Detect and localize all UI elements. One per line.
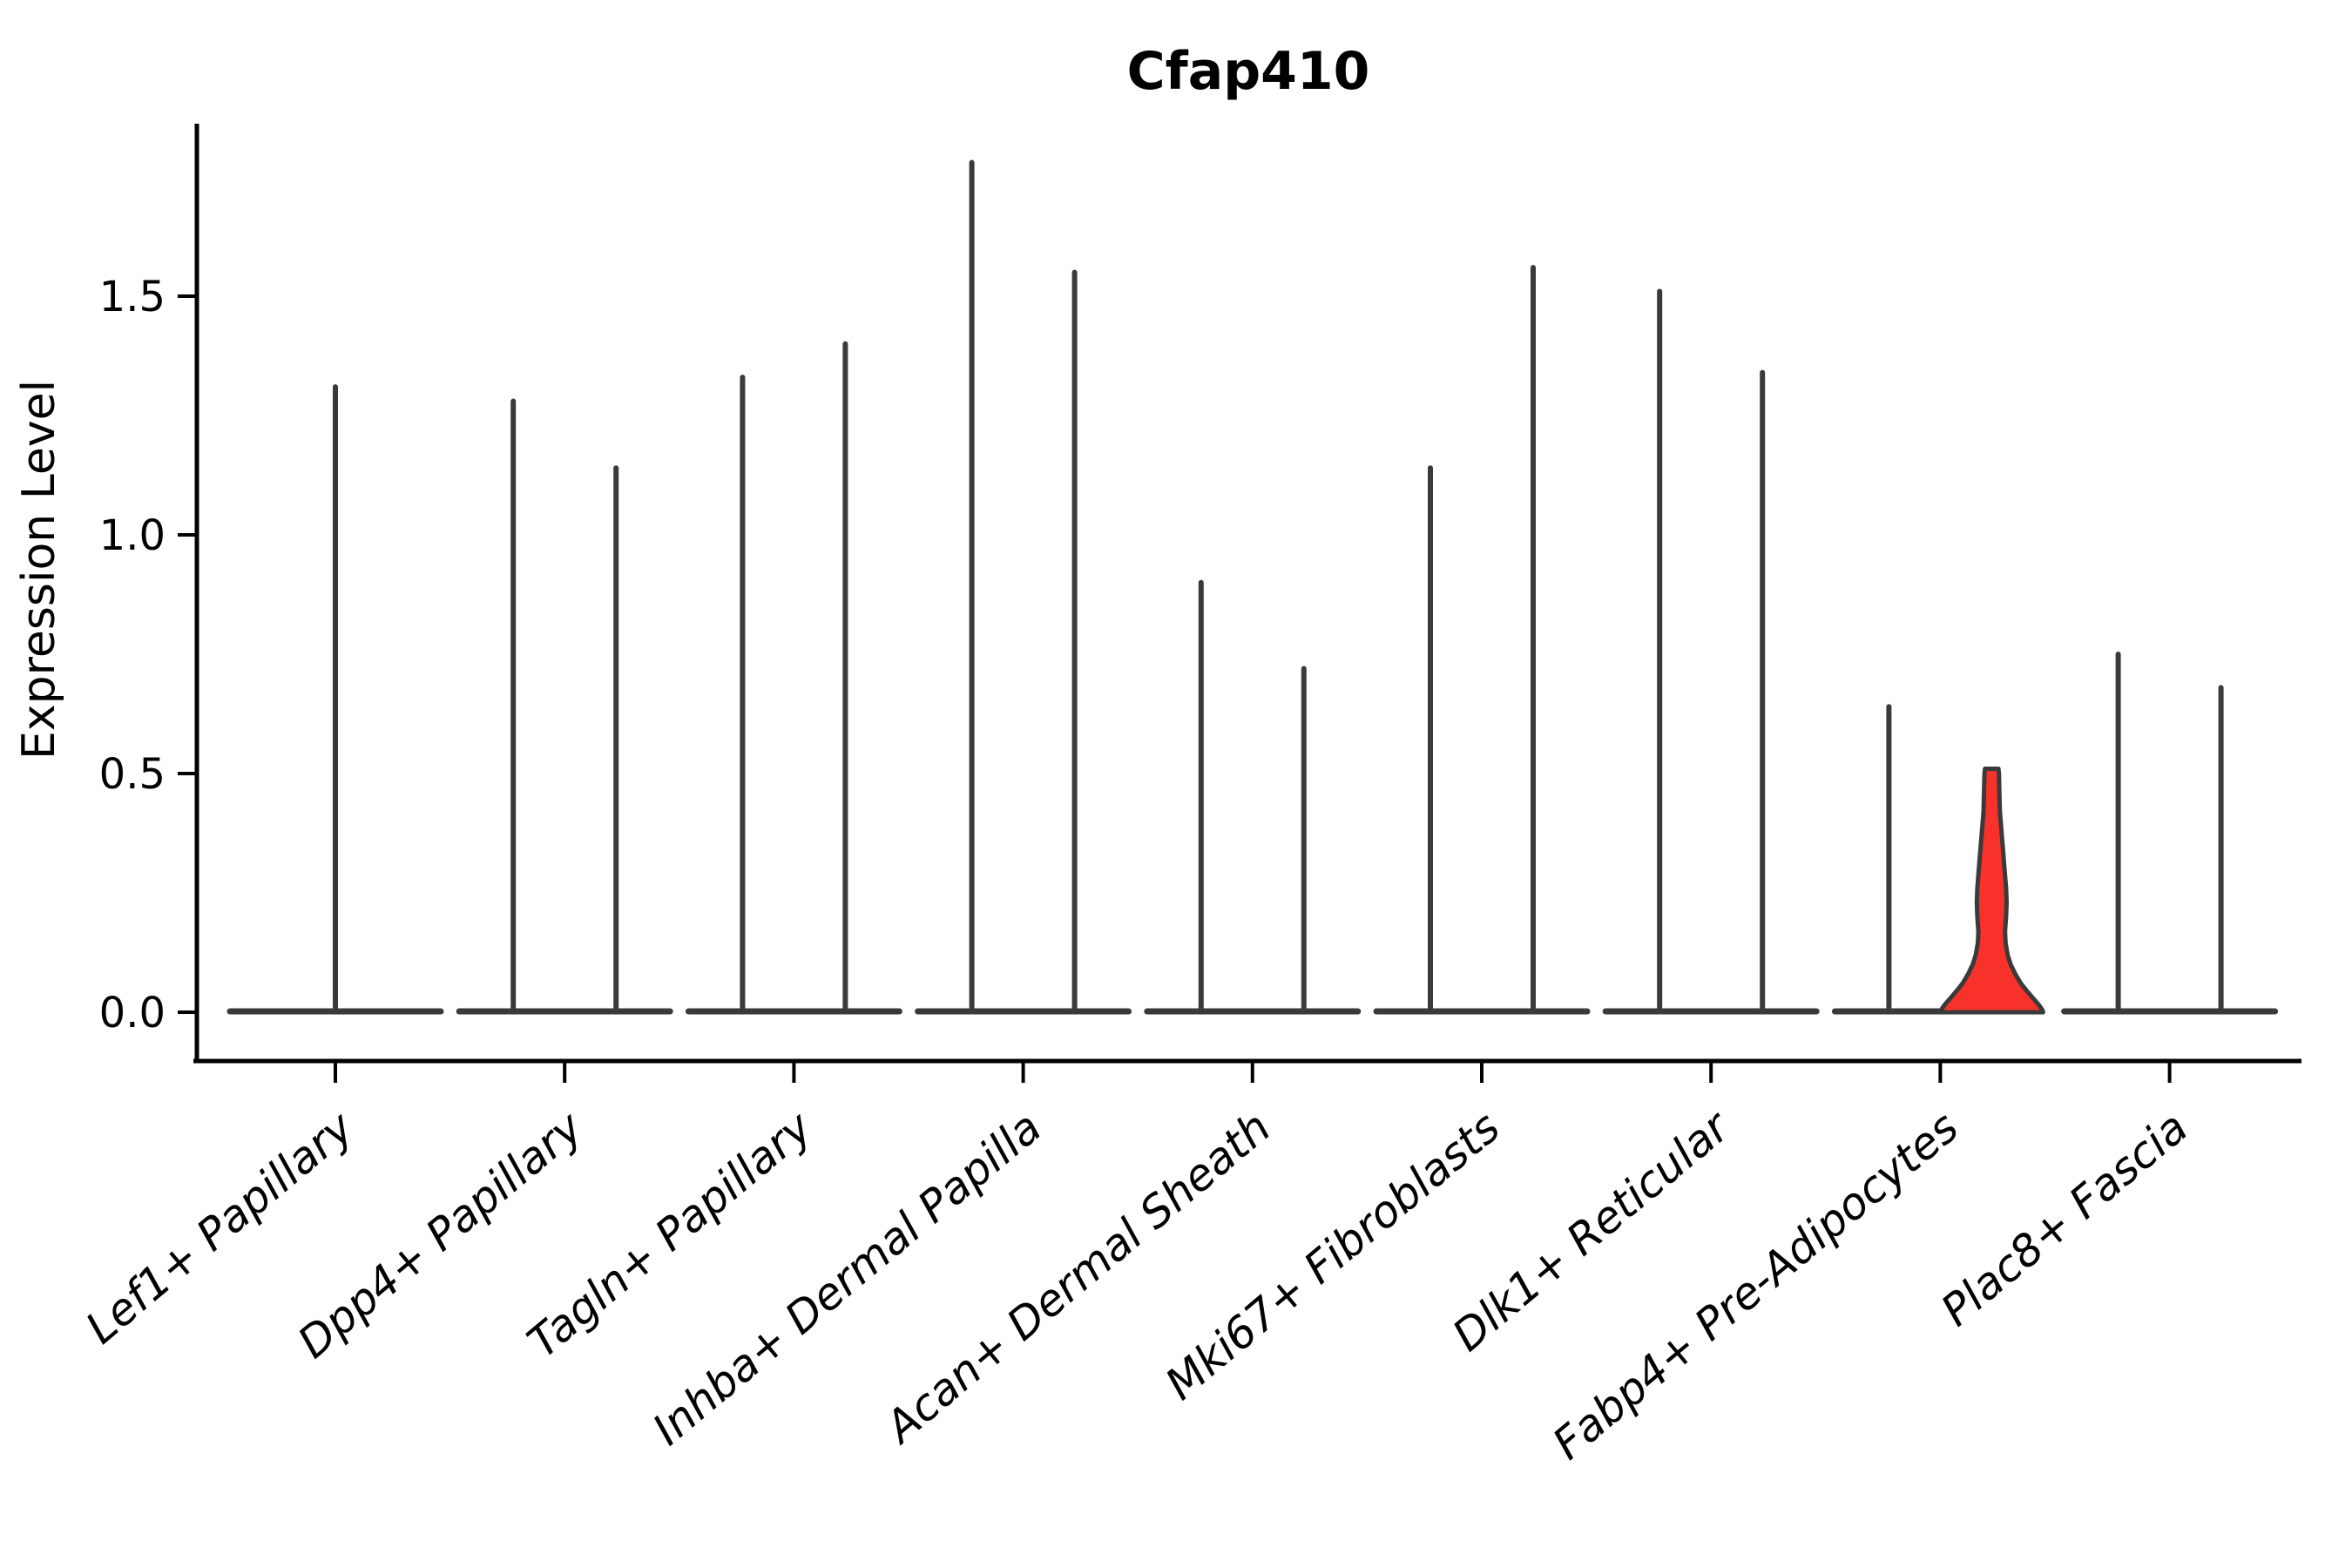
chart-title: Cfap410 xyxy=(1127,41,1370,102)
x-tick-label: Inhba+ Dermal Papilla xyxy=(643,1102,1051,1456)
y-ticks: 0.0 0.5 1.0 1.5 xyxy=(99,273,197,1037)
y-tick-label: 1.5 xyxy=(99,273,166,321)
y-tick-label: 1.0 xyxy=(99,511,166,560)
x-tick-label: Acan+ Dermal Sheath xyxy=(874,1102,1280,1454)
x-tick-label: Fabp4+ Pre-Adipocytes xyxy=(1544,1102,1968,1470)
x-tick-label: Plac8+ Fascia xyxy=(1931,1102,2197,1336)
y-tick-label: 0.5 xyxy=(99,750,166,799)
y-axis-title: Expression Level xyxy=(13,380,65,760)
y-tick-label: 0.0 xyxy=(99,989,166,1037)
highlighted-violin xyxy=(1937,767,2045,1015)
violins xyxy=(226,159,2279,1015)
